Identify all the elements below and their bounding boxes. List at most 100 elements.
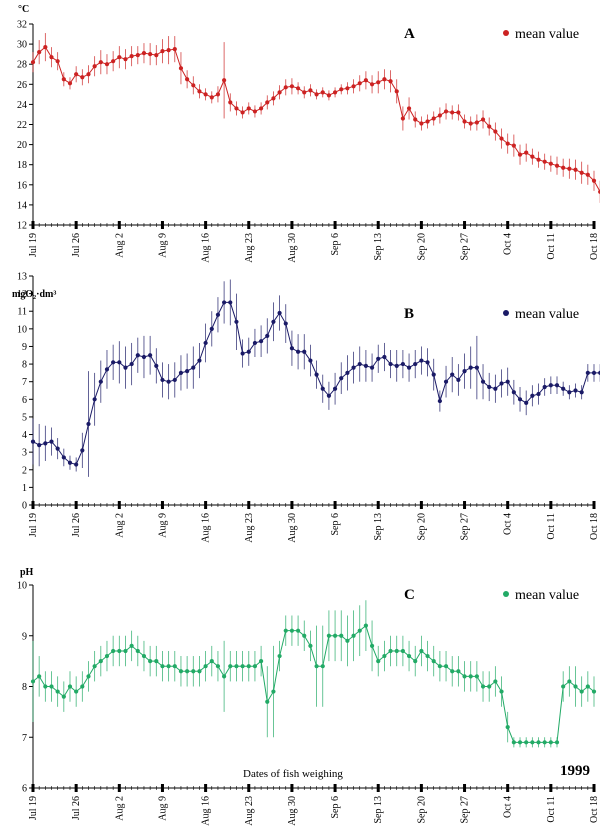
- data-point: [542, 384, 547, 390]
- x-major-tick: [592, 221, 596, 229]
- data-point: [480, 117, 486, 122]
- y-tick-label: 16: [17, 180, 27, 191]
- x-tick-label: Oct 18: [589, 513, 600, 540]
- data-point: [148, 659, 153, 664]
- data-point: [258, 339, 264, 344]
- x-major-tick: [463, 501, 467, 509]
- x-major-tick: [463, 784, 467, 792]
- data-point: [265, 333, 270, 338]
- y-tick-label: 6: [22, 784, 27, 795]
- data-point: [166, 48, 171, 53]
- x-major-tick: [74, 784, 78, 792]
- data-point: [222, 674, 227, 679]
- x-major-tick: [419, 501, 423, 509]
- x-tick-label: Sep 27: [460, 513, 471, 541]
- data-point: [554, 383, 560, 388]
- data-point: [37, 674, 42, 679]
- data-point: [413, 659, 418, 664]
- data-point: [302, 349, 307, 354]
- data-point: [388, 361, 393, 367]
- data-point: [240, 351, 245, 356]
- data-point: [308, 358, 313, 363]
- x-tick-label: Oct 18: [589, 796, 600, 823]
- data-point: [191, 83, 196, 88]
- data-point: [406, 365, 412, 370]
- data-point: [579, 390, 584, 395]
- x-major-tick: [506, 501, 510, 509]
- y-tick-label: 10: [17, 324, 27, 335]
- data-point: [425, 360, 430, 365]
- data-point: [591, 370, 597, 375]
- data-point: [326, 633, 332, 638]
- data-point: [468, 365, 473, 370]
- data-point: [314, 92, 319, 97]
- data-point: [369, 82, 375, 87]
- data-point: [431, 372, 436, 377]
- x-tick-label: Aug 16: [201, 513, 212, 543]
- data-point: [209, 659, 214, 664]
- data-point: [283, 85, 288, 90]
- data-point: [320, 90, 325, 95]
- data-point: [517, 740, 523, 745]
- data-point: [67, 81, 73, 86]
- data-point: [339, 633, 344, 638]
- x-tick-label: Aug 2: [114, 513, 125, 538]
- x-major-tick: [376, 501, 380, 509]
- data-point: [49, 55, 54, 60]
- data-point: [252, 664, 258, 669]
- data-point: [197, 89, 202, 94]
- data-point: [363, 78, 369, 83]
- y-tick-label: 7: [22, 377, 27, 388]
- x-major-tick: [333, 221, 337, 229]
- data-point: [425, 119, 430, 124]
- data-point: [351, 84, 356, 89]
- data-point: [289, 346, 295, 351]
- y-tick-label: 8: [22, 682, 27, 693]
- data-point: [419, 648, 424, 654]
- data-point: [55, 689, 60, 694]
- data-point: [567, 679, 572, 684]
- data-point: [505, 379, 510, 384]
- x-tick-label: Oct 4: [503, 513, 514, 535]
- data-point: [86, 72, 91, 77]
- panel-c: 6 7 8 9 10 Jul 19 Jul 26 Aug 2 Aug 9 Aug 16 Aug 23…: [17, 567, 600, 826]
- data-point: [462, 119, 467, 124]
- data-point: [30, 439, 36, 444]
- x-tick-label: Jul 26: [71, 513, 82, 537]
- y-axis-label: mgO₂·dm³: [12, 289, 56, 300]
- data-point: [548, 161, 553, 166]
- x-major-tick: [117, 501, 121, 509]
- y-axis-label: pH: [20, 567, 34, 578]
- data-point: [215, 92, 221, 97]
- data-point: [554, 163, 560, 168]
- y-tick-label: 20: [17, 140, 27, 151]
- data-point: [530, 740, 535, 745]
- x-major-tick: [419, 221, 423, 229]
- x-major-tick: [31, 501, 35, 509]
- data-point: [326, 393, 332, 398]
- x-tick-label: Aug 16: [201, 796, 212, 826]
- data-point: [185, 369, 190, 374]
- data-point: [295, 349, 301, 354]
- data-point: [406, 653, 412, 659]
- x-tick-label: Oct 11: [546, 513, 557, 540]
- y-tick-label: 13: [17, 272, 27, 283]
- data-point: [61, 455, 66, 460]
- data-point: [431, 659, 436, 664]
- data-point: [357, 361, 362, 367]
- data-point: [141, 653, 147, 659]
- data-point: [406, 106, 412, 111]
- data-point: [289, 628, 295, 633]
- data-point: [326, 93, 332, 98]
- x-major-tick: [160, 501, 164, 509]
- data-point: [376, 356, 381, 361]
- x-major-tick: [549, 501, 553, 509]
- x-major-tick: [290, 784, 294, 792]
- data-point: [431, 116, 436, 121]
- y-tick-label: 12: [17, 221, 27, 232]
- data-point: [92, 664, 97, 669]
- data-point: [524, 400, 529, 405]
- data-point: [536, 157, 541, 162]
- data-point: [487, 124, 492, 129]
